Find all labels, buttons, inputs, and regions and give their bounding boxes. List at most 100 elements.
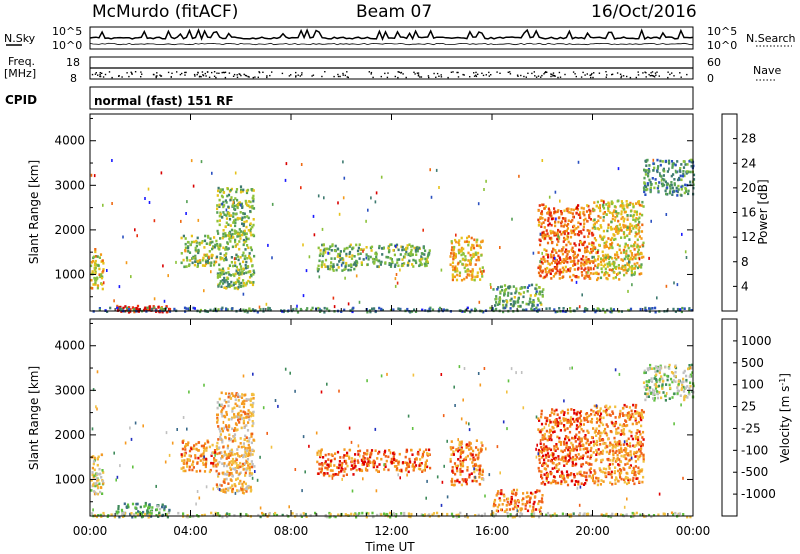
nave-mark	[131, 72, 133, 74]
range-gate-cell	[552, 462, 555, 465]
range-gate-cell	[242, 260, 245, 264]
range-gate-cell	[645, 388, 648, 391]
range-gate-cell	[556, 413, 559, 416]
range-gate-cell	[340, 470, 343, 473]
range-gate-cell	[111, 202, 113, 205]
range-gate-cell	[245, 260, 248, 264]
nave-mark	[481, 72, 483, 74]
range-gate-cell	[455, 467, 459, 470]
range-gate-cell	[513, 296, 516, 299]
range-gate-cell	[629, 478, 632, 482]
range-gate-cell	[578, 230, 581, 234]
range-gate-cell	[186, 259, 189, 262]
range-gate-cell	[596, 413, 599, 416]
range-gate-cell	[538, 500, 541, 503]
range-gate-cell	[351, 460, 354, 463]
range-gate-cell	[633, 210, 636, 213]
range-gate-cell	[243, 394, 246, 397]
range-gate-cell	[643, 183, 647, 187]
range-gate-cell	[362, 463, 366, 466]
noise-tick-left-top: 10^5	[52, 25, 82, 38]
range-gate-cell	[192, 306, 195, 310]
range-gate-cell	[241, 233, 244, 237]
range-gate-cell	[543, 260, 546, 263]
range-gate-cell	[223, 276, 226, 280]
range-gate-cell	[457, 241, 460, 244]
range-gate-cell	[467, 259, 470, 262]
range-gate-cell	[218, 483, 222, 487]
range-gate-cell	[618, 266, 621, 270]
range-gate-cell	[218, 219, 221, 222]
range-gate-cell	[227, 489, 230, 492]
range-gate-cell	[589, 277, 592, 280]
range-gate-cell	[555, 217, 557, 221]
nave-mark	[405, 76, 407, 79]
range-gate-cell	[414, 259, 417, 263]
range-gate-cell	[427, 253, 431, 256]
range-gate-cell	[577, 225, 580, 229]
range-gate-cell	[658, 368, 662, 372]
range-gate-cell	[538, 461, 541, 464]
range-gate-cell	[461, 262, 464, 266]
range-gate-cell	[549, 472, 552, 476]
range-gate-cell	[188, 264, 191, 268]
range-gate-cell	[377, 265, 380, 269]
range-gate-cell	[616, 469, 620, 473]
range-gate-cell	[245, 202, 248, 206]
range-gate-cell	[622, 406, 625, 410]
range-gate-cell	[481, 468, 484, 472]
range-gate-cell	[424, 463, 427, 467]
range-gate-cell	[191, 468, 194, 472]
range-gate-cell	[615, 212, 618, 215]
nave-mark	[130, 71, 132, 73]
range-gate-cell	[634, 218, 637, 222]
range-gate-cell	[613, 205, 616, 208]
range-gate-cell	[538, 469, 541, 473]
range-gate-cell	[452, 257, 455, 261]
range-gate-cell	[224, 248, 227, 251]
range-gate-cell	[239, 437, 242, 440]
range-gate-cell	[503, 510, 506, 513]
range-gate-cell	[526, 501, 529, 505]
range-gate-cell	[244, 482, 247, 486]
range-gate-cell	[422, 450, 425, 454]
range-gate-cell	[635, 224, 638, 227]
range-gate-cell	[535, 283, 538, 287]
range-gate-cell	[459, 465, 463, 468]
range-gate-cell	[647, 183, 650, 187]
range-gate-cell	[251, 404, 254, 407]
range-gate-cell	[671, 193, 674, 196]
range-gate-cell	[658, 391, 661, 394]
range-gate-cell	[661, 177, 664, 181]
range-gate-cell	[634, 270, 636, 274]
range-gate-cell	[626, 203, 629, 206]
range-gate-cell	[224, 225, 227, 228]
range-gate-cell	[573, 259, 576, 263]
nave-mark	[544, 71, 546, 74]
range-gate-cell	[186, 240, 190, 244]
range-gate-cell	[117, 505, 120, 508]
range-gate-cell	[341, 257, 344, 260]
nave-mark	[221, 71, 223, 74]
range-gate-cell	[231, 392, 234, 395]
range-gate-cell	[249, 449, 252, 452]
range-gate-cell	[614, 276, 617, 279]
range-gate-cell	[372, 465, 375, 469]
nave-mark	[333, 75, 335, 78]
range-gate-cell	[586, 450, 590, 454]
range-gate-cell	[577, 453, 580, 456]
nave-mark	[644, 71, 646, 73]
range-gate-cell	[690, 363, 693, 367]
range-gate-cell	[418, 448, 421, 452]
range-gate-cell	[604, 253, 607, 257]
range-gate-cell	[334, 249, 337, 252]
range-gate-cell	[610, 470, 613, 474]
range-gate-cell	[567, 448, 570, 452]
nave-mark	[531, 72, 533, 75]
range-gate-cell	[414, 310, 418, 313]
range-gate-cell	[243, 220, 246, 224]
range-gate-cell	[688, 307, 691, 310]
range-gate-cell	[456, 464, 459, 468]
range-gate-cell	[511, 217, 513, 221]
range-gate-cell	[326, 472, 329, 475]
